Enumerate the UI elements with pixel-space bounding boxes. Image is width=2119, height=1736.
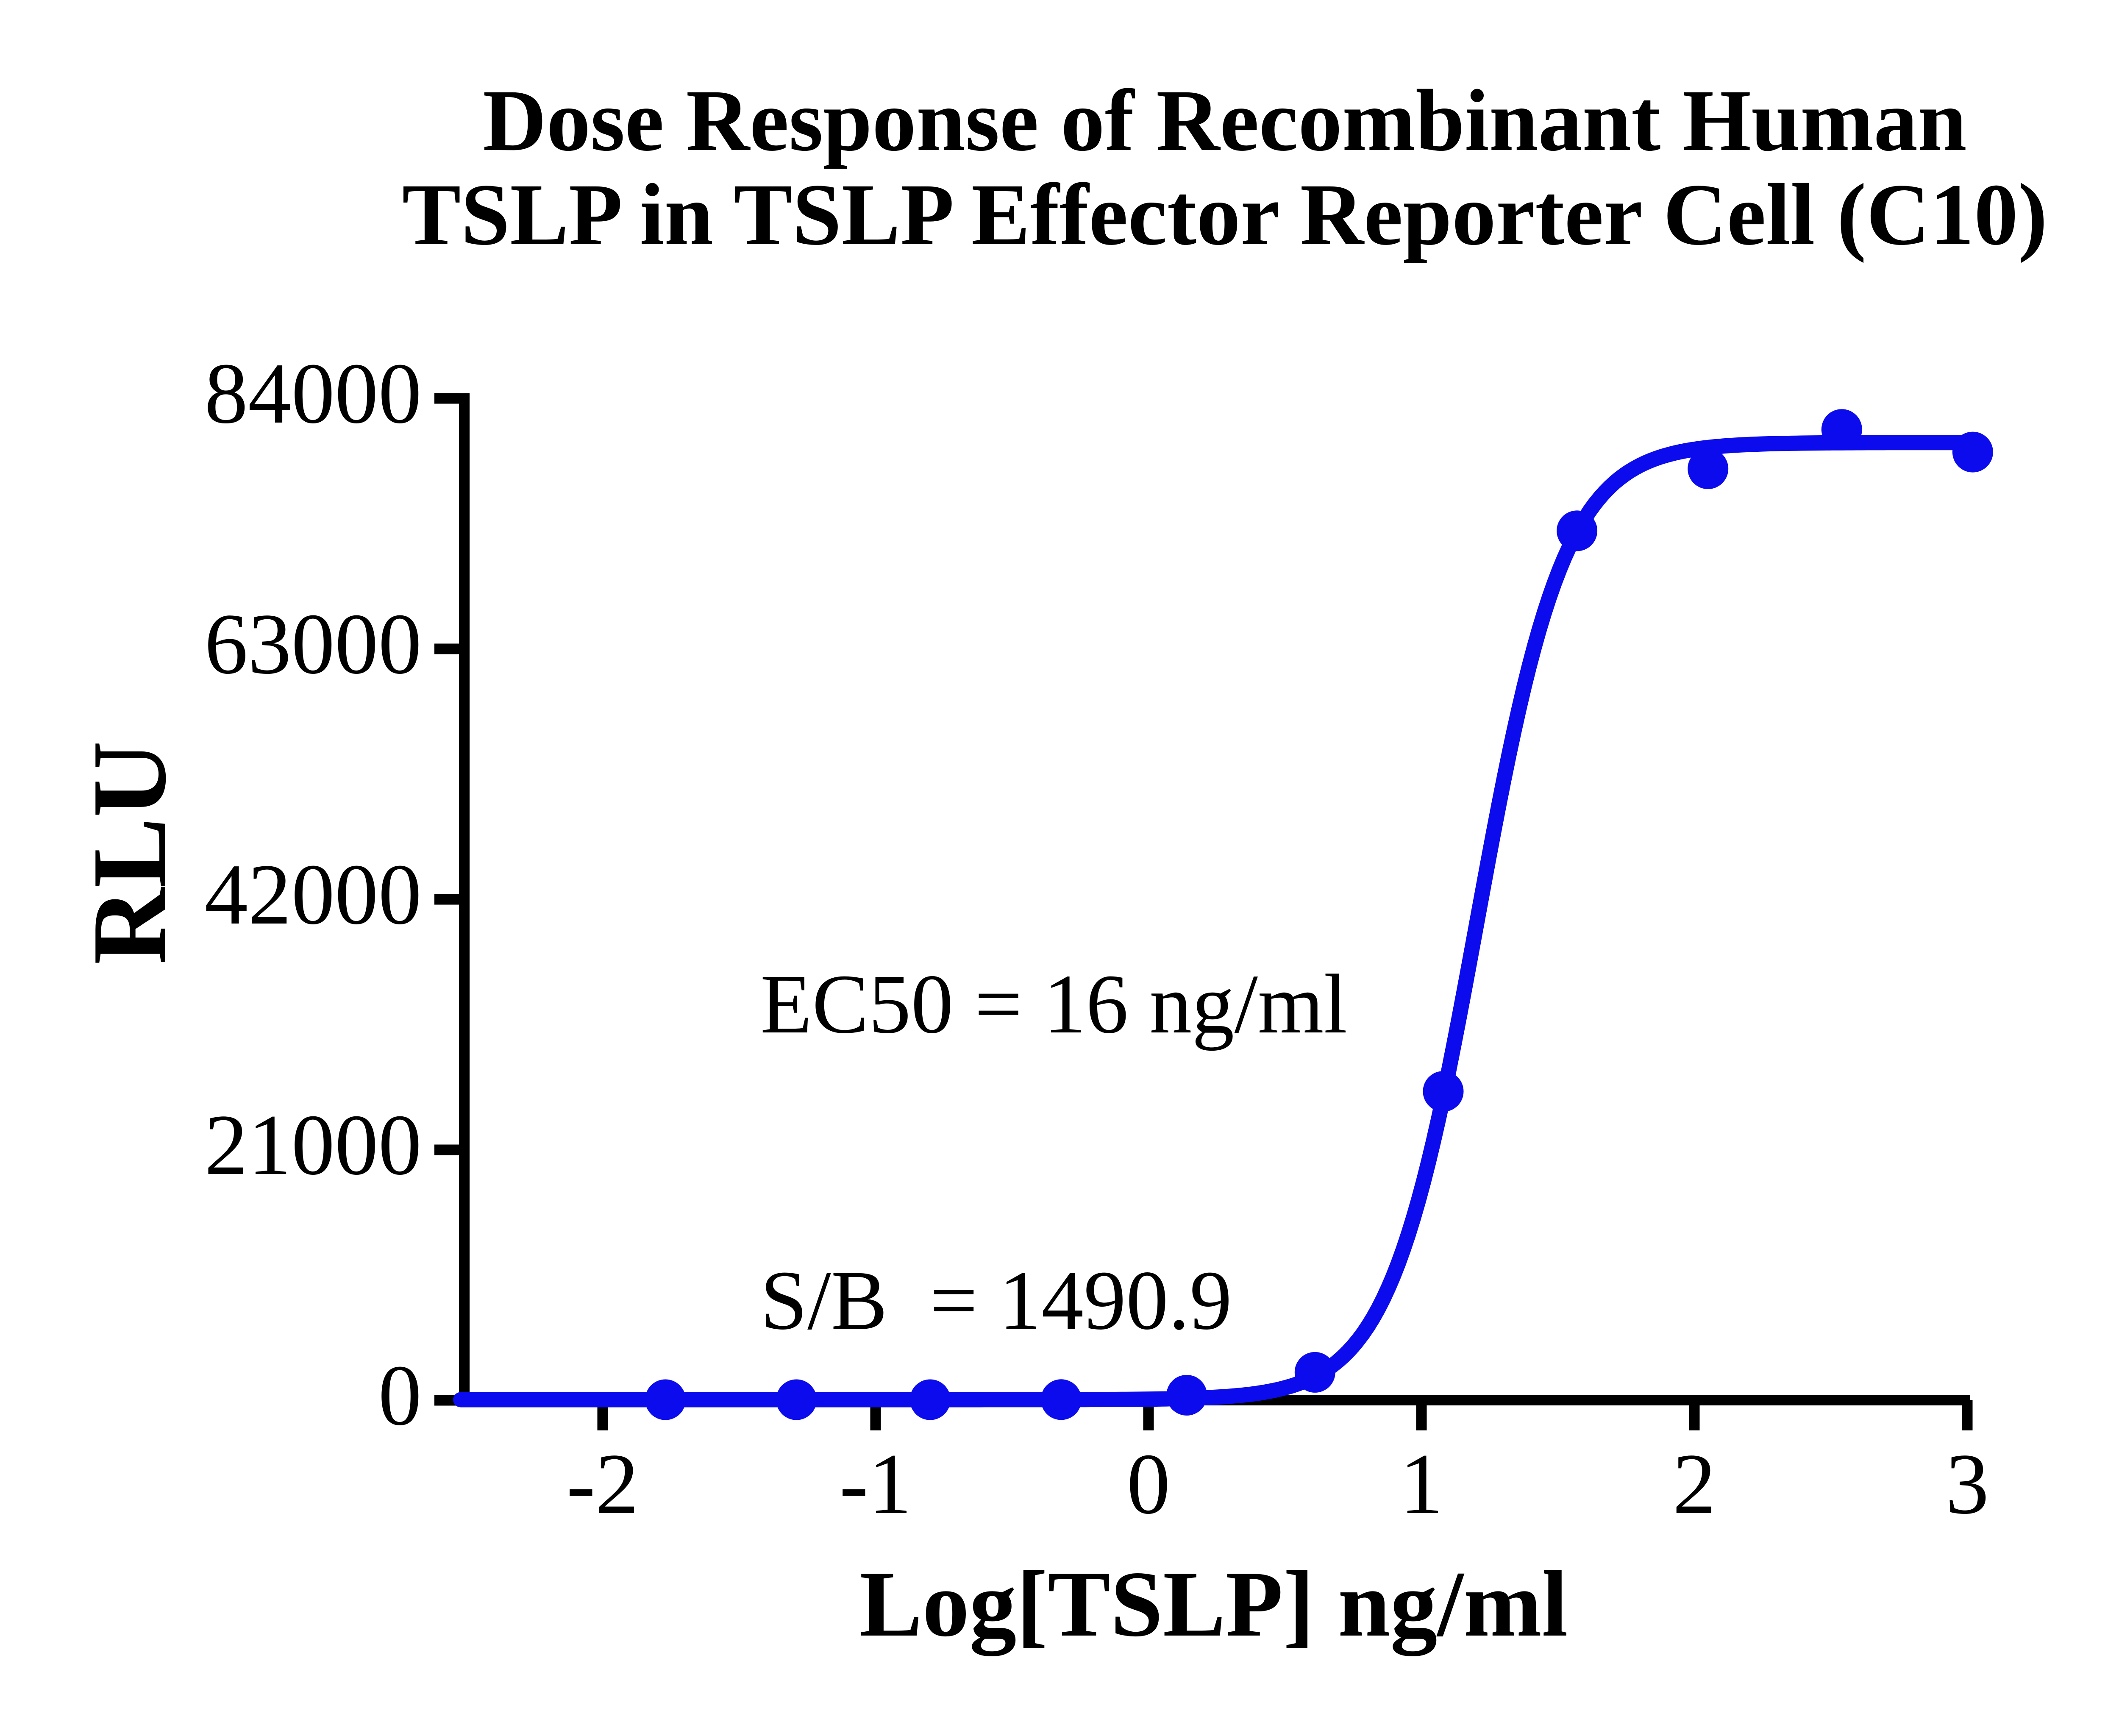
data-point-marker (1423, 1071, 1464, 1112)
x-tick-label-neg1: -1 (839, 1436, 912, 1532)
data-point-marker (1166, 1374, 1207, 1416)
y-axis-title: RLU (71, 741, 188, 965)
sb-annotation: S/B = 1490.9 (760, 1254, 1232, 1347)
x-tick-label-1: 1 (1399, 1436, 1443, 1532)
data-point-marker (645, 1379, 686, 1420)
fit-annotation: EC50 = 16 ng/ml S/B = 1490.9 (760, 757, 1347, 1547)
y-tick-label-63000: 63000 (204, 596, 422, 692)
ec50-annotation: EC50 = 16 ng/ml (760, 957, 1348, 1051)
data-point-marker (1688, 448, 1729, 489)
x-tick-label-3: 3 (1945, 1436, 1989, 1532)
y-tick-label-0: 0 (378, 1347, 422, 1444)
fit-curve (453, 435, 1980, 1408)
data-point-marker (1952, 431, 1993, 473)
data-point-marker (1821, 409, 1862, 450)
x-tick-label-0: 0 (1126, 1436, 1171, 1532)
chart-title: Dose Response of Recombinant Human TSLP … (250, 73, 2119, 262)
chart-title-line1: Dose Response of Recombinant Human (483, 72, 1967, 169)
x-tick-label-neg2: -2 (566, 1436, 639, 1532)
y-tick-label-21000: 21000 (204, 1097, 422, 1193)
data-point-marker (1557, 510, 1598, 551)
data-point-marker (1294, 1352, 1335, 1393)
chart-title-line2: TSLP in TSLP Effector Reporter Cell (C10… (402, 166, 2048, 263)
data-point-marker (909, 1379, 951, 1420)
data-point-marker (776, 1379, 817, 1420)
x-axis-title: Log[TSLP] ng/ml (859, 1552, 1568, 1656)
data-point-marker (1040, 1379, 1082, 1420)
y-tick-label-84000: 84000 (204, 345, 422, 442)
x-tick-label-2: 2 (1672, 1436, 1716, 1532)
y-tick-label-42000: 42000 (204, 846, 422, 943)
